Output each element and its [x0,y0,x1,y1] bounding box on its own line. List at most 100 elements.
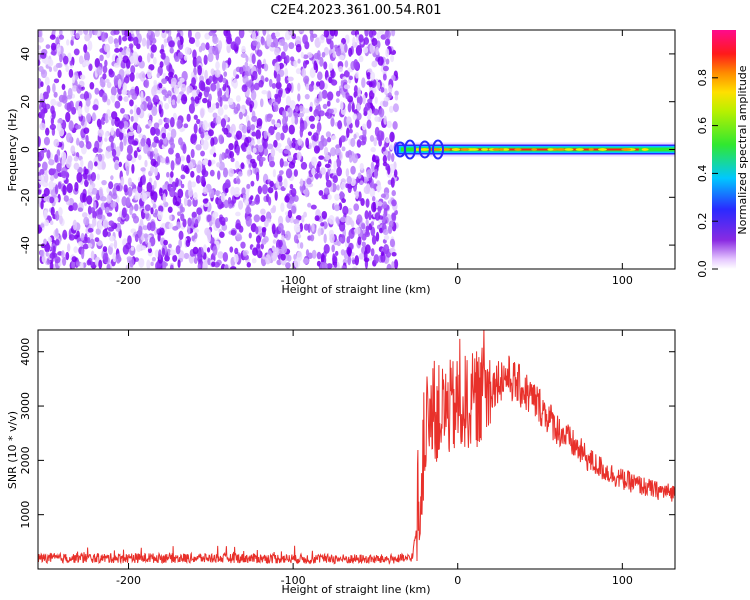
spectrogram-cell [260,215,266,222]
spectrogram-cell [257,66,262,75]
spectrogram-cell [169,117,175,128]
spectrogram-cell [377,130,384,141]
spectrogram-cells [38,30,675,269]
spectrogram-cell [290,187,297,197]
spectrogram-cell [204,227,211,236]
spectrogram-cell [247,120,251,131]
spectrogram-cell [348,47,353,57]
spectrogram-cell [335,98,340,103]
spectrogram-cell [166,132,171,141]
spectrogram-cell [319,56,324,67]
spectrogram-cell [272,37,279,48]
snr-y-axis: 1000 2000 3000 4000 [19,338,675,529]
spectrogram-cell [297,145,302,151]
spectrogram-cell [372,86,377,94]
spectrogram-cell [203,244,207,253]
spectrogram-cell [334,193,340,201]
spectrogram-cell [318,34,325,44]
spectrogram-cell [57,101,62,108]
spectrogram-y-axis: -40 -20 0 20 40 [19,47,675,254]
spectrogram-cell [347,102,352,113]
spectrogram-cell [195,144,202,151]
spectrogram-cell [125,242,132,250]
x-tick-label: 0 [454,274,461,287]
spectrogram-cell [169,47,174,54]
spectrogram-cell [233,253,239,264]
spectrogram-cell [261,238,267,245]
spectrogram-cell [191,235,196,242]
spectrogram-cell [221,60,226,72]
spectrogram-cell [104,131,109,139]
snr-frame [37,329,676,570]
spectrogram-cell [325,179,332,188]
spectrogram-cell [194,31,201,40]
spectrogram-cell [269,160,276,168]
spectrogram-cell [222,251,229,262]
spectrogram-cell [329,30,336,37]
spectrogram-cell [289,100,296,109]
spectrogram-cell [232,69,237,78]
spectrogram-cell [82,193,87,203]
spectrogram-cell [208,220,213,227]
spectrogram-cell [321,51,326,58]
spectrogram-cell [365,198,370,208]
spectrogram-cell [281,110,287,118]
spectrogram-cell [356,141,361,147]
spectrogram-cell [170,77,177,85]
spectrogram-cell [83,30,89,35]
spectrogram-cell [313,145,320,154]
spectrogram-cell [187,30,192,39]
spectrogram-cell [195,175,201,184]
signal-blob [418,140,431,159]
spectrogram-cell [331,135,337,140]
spectrogram-cell [357,236,362,246]
spectrogram-cell [333,107,338,114]
spectrogram-cell [82,61,86,67]
spectrogram-cell [168,71,174,77]
spectrogram-cell [361,241,366,247]
spectrogram-cell [121,196,127,207]
spectrogram-cell [328,214,335,225]
spectrogram-cell [288,199,295,204]
spectrogram-cell [369,188,376,198]
signal-peak [419,148,430,151]
spectrogram-cell [121,49,127,56]
spectrogram-cell [323,61,328,70]
spectrogram-cell [133,112,139,123]
spectrogram-cell [138,258,145,268]
spectrogram-cell [74,181,79,192]
spectrogram-cell [266,143,274,150]
spectrogram-cell [176,119,183,130]
spectrogram-cell [332,175,338,184]
spectrogram-cell [96,148,103,153]
spectrogram-cell [335,90,341,97]
spectrogram-cell [241,84,248,93]
spectrogram-cell [172,254,178,262]
spectrogram-cell [210,68,215,76]
spectrogram-cell [222,83,227,92]
spectrogram-cell [273,104,279,112]
spectrogram-cell [350,165,356,175]
spectrogram-cell [43,187,50,197]
spectrogram-cell [50,117,55,125]
spectrogram-cell [287,209,293,219]
spectrogram-cell [370,147,376,153]
spectrogram-cell [123,96,129,102]
spectrogram-cell [208,75,213,83]
spectrogram-cell [66,182,73,194]
spectrogram-cell [340,135,346,143]
spectrogram-cell [200,131,205,139]
spectrogram-cell [382,65,389,72]
spectrogram-cell [79,140,85,149]
spectrogram-cell [223,199,229,209]
spectrogram-cell [161,132,166,139]
spectrogram-cell [215,61,220,70]
spectrogram-cell [393,259,399,269]
spectrogram-cell [218,134,224,145]
spectrogram-cell [326,263,333,269]
spectrogram-cell [113,30,120,35]
spectrogram-cell [98,186,104,197]
spectrogram-cell [373,137,378,147]
spectrogram-cell [251,53,256,65]
spectrogram-cell [285,168,293,179]
